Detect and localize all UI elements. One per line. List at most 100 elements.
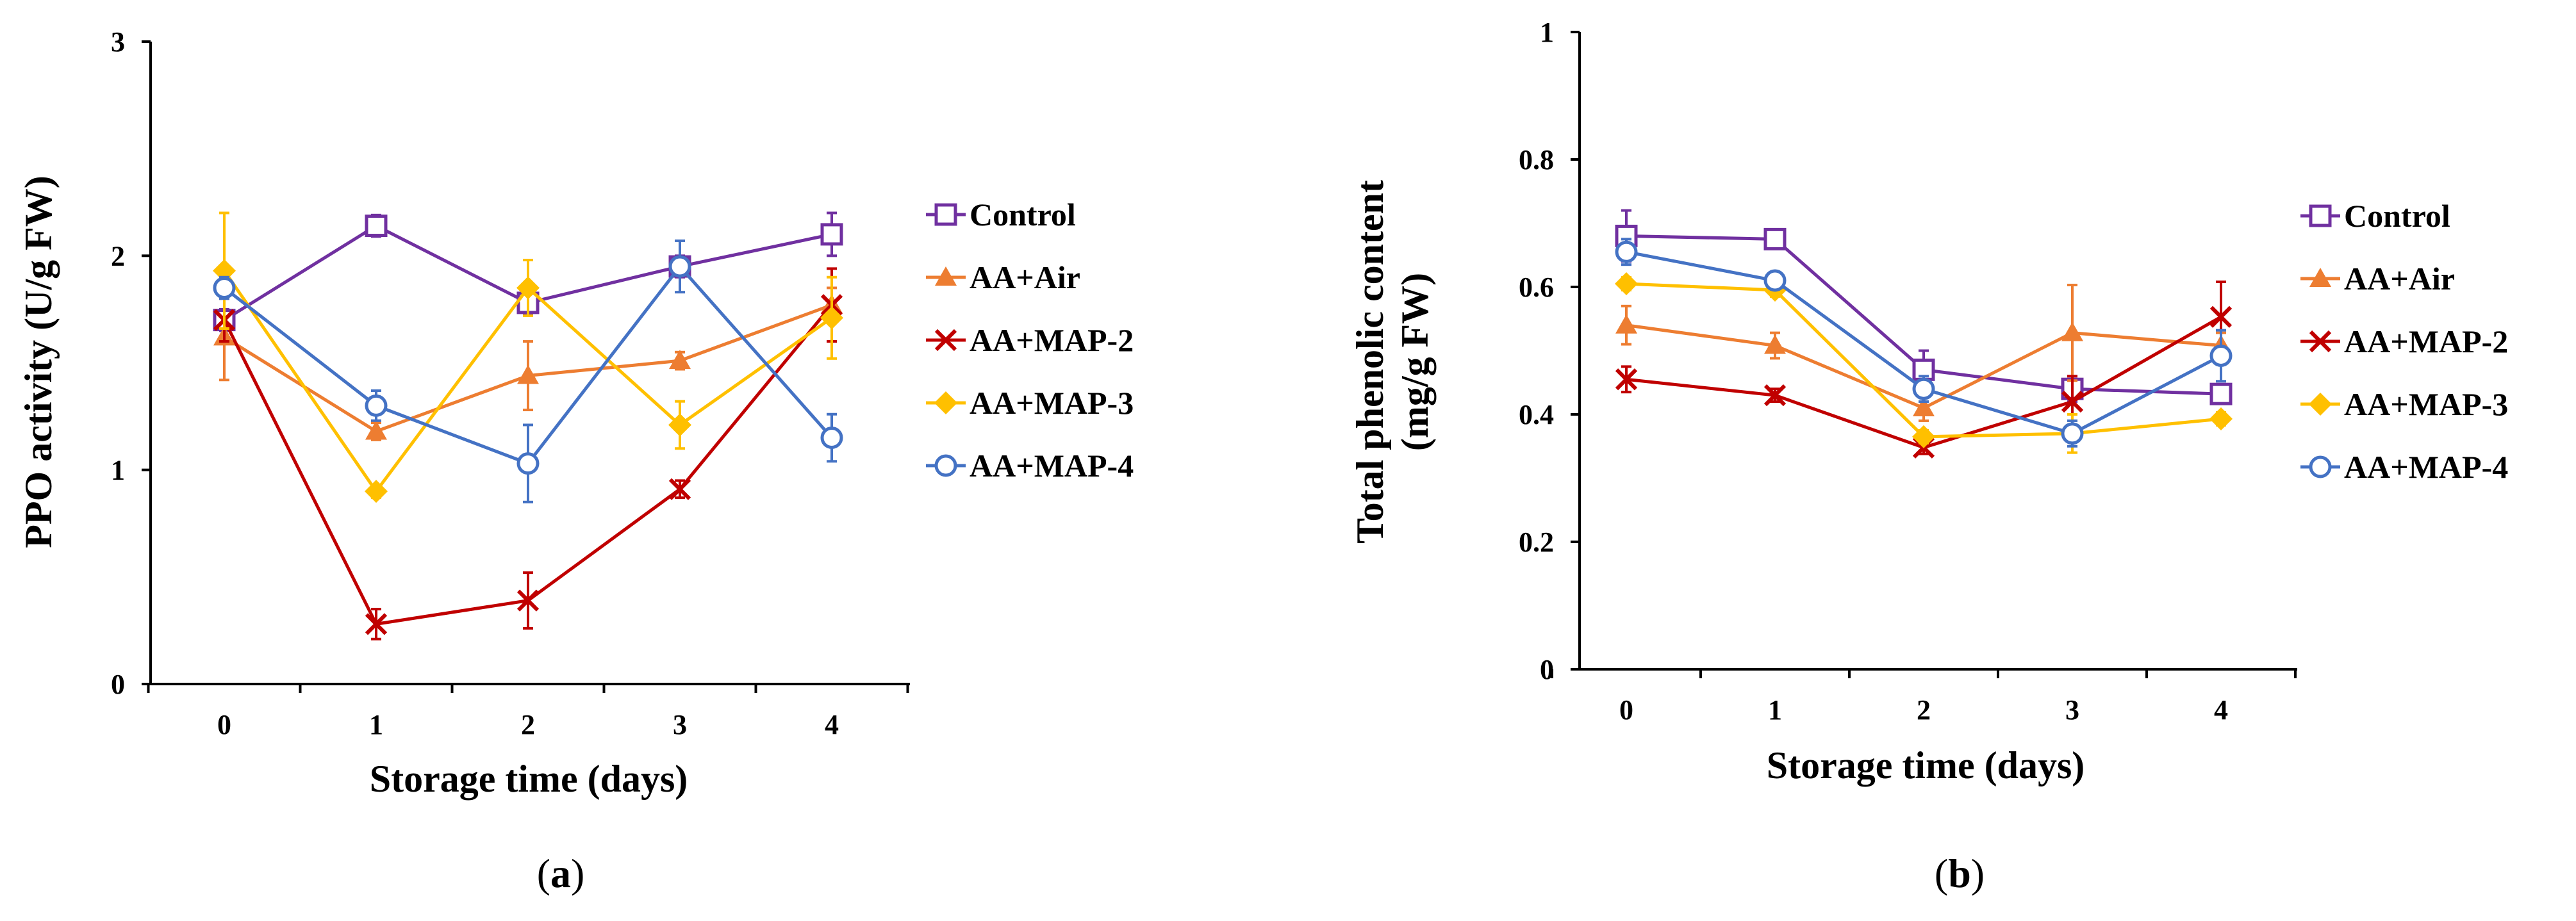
series-control — [1615, 209, 2233, 405]
data-point — [668, 478, 691, 500]
data-point — [1615, 240, 1638, 263]
legend-label: AA+Air — [2344, 261, 2455, 297]
data-point — [2061, 322, 2083, 341]
data-point — [1763, 384, 1787, 407]
x-tick-label: 3 — [2065, 694, 2079, 726]
x-tick-label: 4 — [825, 709, 839, 740]
data-point — [1763, 227, 1787, 250]
y-axis-title: PPO activity (U/g FW) — [17, 175, 60, 548]
data-point — [669, 350, 691, 370]
panel-caption: (b) — [1935, 851, 1985, 896]
y-tick-label: 0.4 — [1519, 399, 1554, 430]
panel-caption: (a) — [537, 851, 585, 896]
data-point — [365, 613, 388, 635]
legend-marker — [2309, 455, 2332, 478]
data-point — [1615, 272, 1638, 296]
data-point — [365, 480, 388, 503]
data-point — [365, 215, 388, 238]
legend-marker — [2309, 330, 2332, 353]
legend-entry: AA+Air — [926, 259, 1080, 295]
x-tick-label: 4 — [2214, 694, 2228, 726]
legend-marker — [934, 329, 957, 352]
data-point — [1912, 425, 1935, 448]
y-tick-label: 3 — [111, 26, 125, 58]
legend-entry: AA+MAP-2 — [2300, 323, 2508, 359]
legend-entry: Control — [2300, 198, 2450, 234]
data-point — [2209, 306, 2233, 328]
data-point — [213, 259, 236, 282]
panel-a-ppo-activity-chart: 0 1 2 3 0 1 2 3 4 Storage time (days) PPO activity… — [17, 26, 1134, 896]
legend-label: AA+MAP-3 — [2344, 386, 2508, 422]
data-point — [1912, 358, 1935, 381]
x-tick-label: 1 — [369, 709, 383, 740]
data-point — [820, 306, 843, 330]
legend-entry: AA+MAP-4 — [2300, 449, 2508, 485]
y-tick-label: 1 — [111, 455, 125, 486]
x-tick-label: 0 — [217, 709, 231, 740]
x-axis-title: Storage time (days) — [370, 758, 688, 800]
y-tick-label: 0.6 — [1519, 272, 1554, 303]
series-aa-map-3 — [213, 211, 843, 503]
x-tick-label: 2 — [1917, 694, 1931, 726]
legend-marker — [2309, 204, 2332, 227]
legend-entry: AA+MAP-2 — [926, 322, 1134, 358]
data-point — [2209, 344, 2233, 367]
data-point — [365, 394, 388, 417]
data-point — [820, 427, 843, 450]
legend-label: AA+Air — [970, 259, 1080, 295]
data-point — [2209, 407, 2233, 430]
legend-entry: Control — [926, 197, 1076, 232]
y-tick-label: 0 — [1540, 654, 1554, 685]
series-aa-map-4 — [213, 239, 843, 503]
legend-marker — [934, 391, 957, 414]
y-axis-title-line1: Total phenolic content — [1349, 180, 1391, 544]
data-point — [2061, 390, 2084, 413]
x-tick-label: 2 — [521, 709, 535, 740]
legend-marker — [935, 266, 957, 286]
data-point — [1615, 368, 1638, 391]
x-axis-title: Storage time (days) — [1767, 744, 2085, 787]
data-point — [516, 452, 540, 475]
legend-entry: AA+Air — [2300, 261, 2455, 297]
data-point — [1763, 269, 1787, 292]
y-tick-label: 0.2 — [1519, 526, 1554, 558]
x-tick-label: 1 — [1768, 694, 1782, 726]
panel-b-total-phenolic-chart: 0 0.2 0.4 0.6 0.8 1 0 1 2 3 4 Storage time (days) To… — [1349, 17, 2508, 896]
y-tick-label: 0 — [111, 669, 125, 700]
legend-label: AA+MAP-4 — [970, 448, 1134, 484]
data-point — [213, 276, 236, 299]
data-point — [365, 420, 387, 440]
legend-label: Control — [970, 197, 1076, 232]
legend-entry: AA+MAP-3 — [2300, 386, 2508, 422]
data-point — [668, 255, 691, 278]
data-point — [517, 364, 539, 384]
data-point — [516, 589, 540, 612]
legend-entry: AA+MAP-3 — [926, 385, 1134, 421]
series-aa-map-4 — [1615, 238, 2233, 448]
legend-entry: AA+MAP-4 — [926, 448, 1134, 484]
legend-label: AA+MAP-3 — [970, 385, 1134, 421]
legend-label: AA+MAP-4 — [2344, 449, 2508, 485]
data-point — [516, 276, 540, 300]
y-tick-label: 2 — [111, 240, 125, 272]
legend-marker — [2309, 268, 2331, 287]
y-tick-label: 1 — [1540, 17, 1554, 48]
legend-marker — [934, 203, 957, 226]
legend-label: AA+MAP-2 — [970, 322, 1134, 358]
x-tick-label: 0 — [1619, 694, 1633, 726]
data-point — [2061, 422, 2084, 445]
y-tick-label: 0.8 — [1519, 144, 1554, 175]
data-point — [2209, 382, 2233, 405]
data-point — [1912, 377, 1935, 400]
legend-marker — [2309, 393, 2332, 416]
legend-label: Control — [2344, 198, 2450, 234]
data-point — [668, 413, 691, 437]
y-axis-title-line2: (mg/g FW) — [1394, 273, 1436, 451]
data-point — [820, 223, 843, 246]
data-point — [1913, 397, 1935, 417]
data-point — [1615, 314, 1637, 334]
x-tick-label: 3 — [673, 709, 687, 740]
legend-label: AA+MAP-2 — [2344, 323, 2508, 359]
data-point — [1764, 334, 1786, 354]
